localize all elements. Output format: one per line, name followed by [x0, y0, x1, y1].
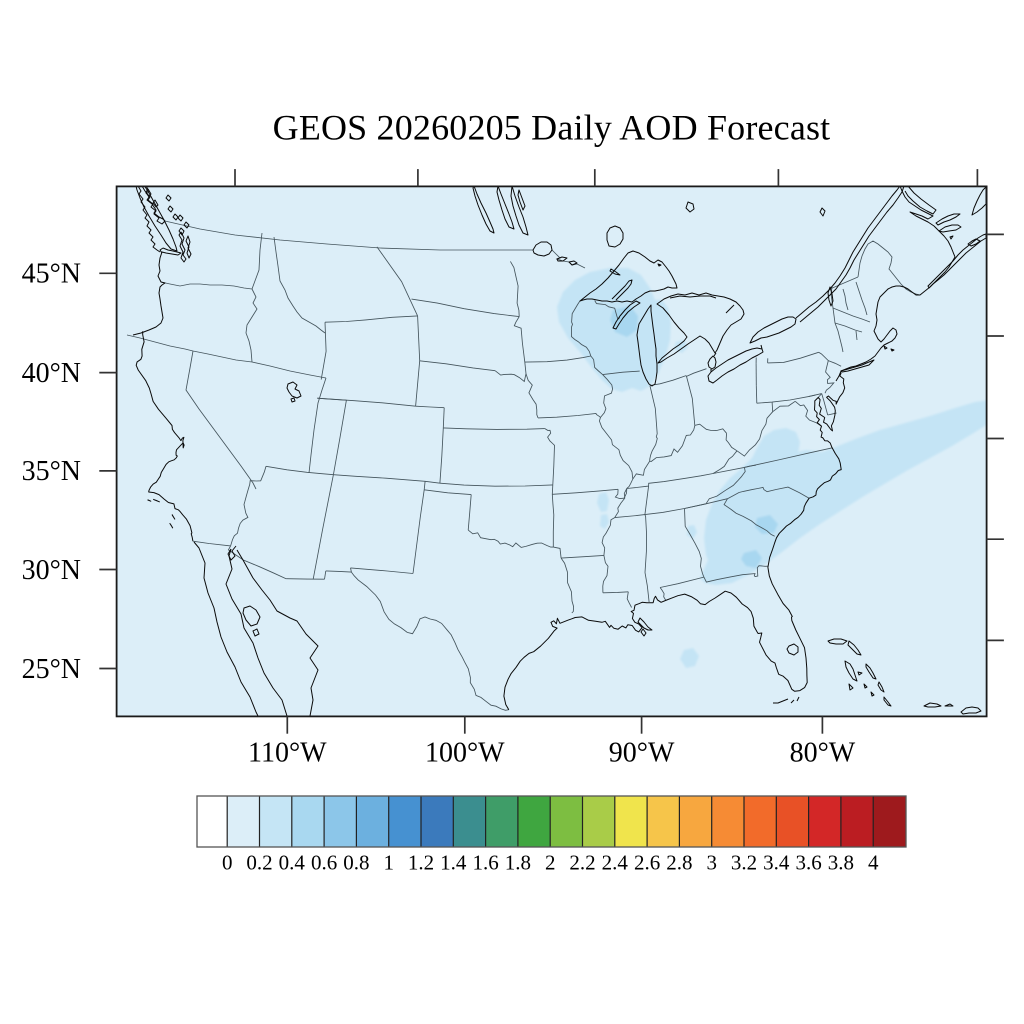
svg-text:1: 1: [383, 851, 394, 875]
svg-text:3.6: 3.6: [795, 851, 821, 875]
svg-text:1.6: 1.6: [472, 851, 498, 875]
svg-text:GEOS 20260205 Daily AOD Foreca: GEOS 20260205 Daily AOD Forecast: [273, 108, 831, 148]
svg-text:110°W: 110°W: [248, 738, 327, 769]
svg-text:2.2: 2.2: [569, 851, 595, 875]
svg-text:2: 2: [545, 851, 556, 875]
svg-text:1.8: 1.8: [505, 851, 531, 875]
svg-text:0.6: 0.6: [311, 851, 337, 875]
svg-text:0.8: 0.8: [343, 851, 369, 875]
svg-text:0.2: 0.2: [246, 851, 272, 875]
svg-text:2.6: 2.6: [634, 851, 660, 875]
svg-text:0: 0: [222, 851, 233, 875]
svg-text:1.2: 1.2: [408, 851, 434, 875]
svg-text:90°W: 90°W: [609, 738, 675, 769]
svg-text:80°W: 80°W: [790, 738, 856, 769]
svg-text:30°N: 30°N: [22, 555, 81, 586]
svg-text:3.4: 3.4: [763, 851, 790, 875]
svg-text:35°N: 35°N: [22, 456, 81, 487]
svg-text:3: 3: [706, 851, 717, 875]
svg-text:25°N: 25°N: [22, 654, 81, 685]
svg-text:2.4: 2.4: [602, 851, 629, 875]
svg-text:1.4: 1.4: [440, 851, 467, 875]
svg-text:4: 4: [868, 851, 879, 875]
svg-text:2.8: 2.8: [666, 851, 692, 875]
svg-text:3.8: 3.8: [828, 851, 854, 875]
svg-text:45°N: 45°N: [22, 259, 81, 290]
svg-text:100°W: 100°W: [425, 738, 505, 769]
svg-text:0.4: 0.4: [279, 851, 306, 875]
svg-text:40°N: 40°N: [22, 358, 81, 389]
svg-text:3.2: 3.2: [731, 851, 757, 875]
